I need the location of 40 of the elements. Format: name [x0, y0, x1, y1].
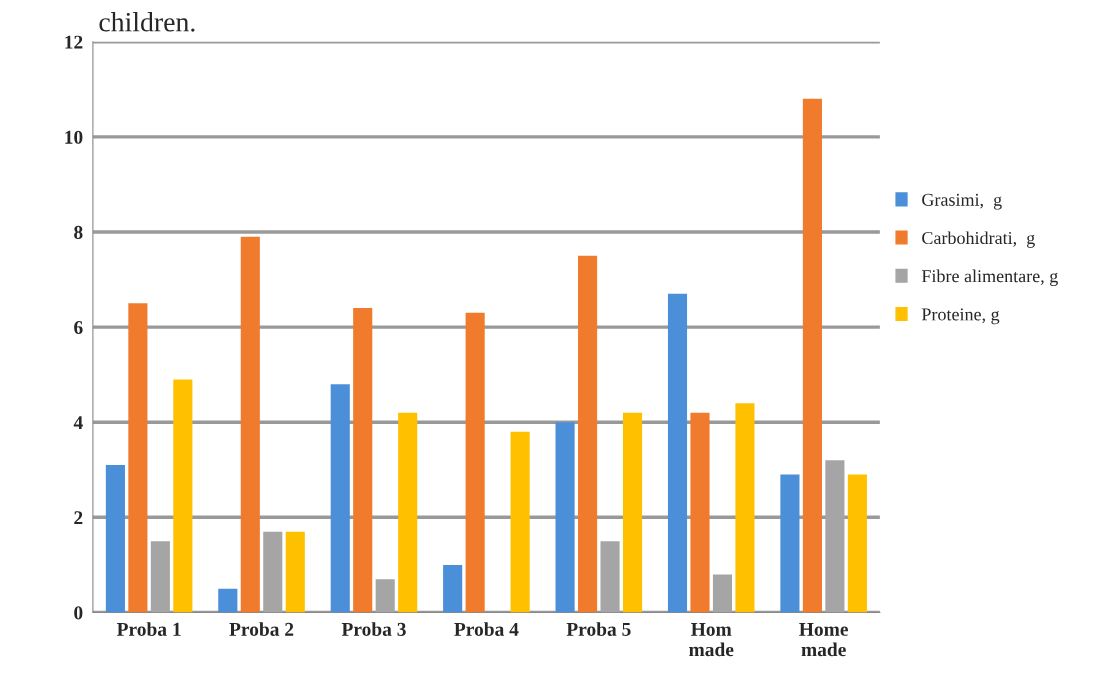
x-tick-label: Proba 1	[116, 622, 181, 636]
bar	[330, 384, 350, 613]
y-tick-label: 0	[74, 606, 83, 620]
y-tick-label: 6	[74, 320, 83, 335]
bar	[735, 403, 755, 613]
x-tick-label: Proba 4	[454, 622, 519, 636]
bar	[578, 255, 598, 613]
bar	[802, 98, 822, 613]
bar	[128, 303, 148, 613]
x-tick-label: Proba 3	[341, 622, 406, 636]
bar	[105, 465, 125, 613]
y-tick-label: 2	[74, 511, 83, 525]
bar	[218, 588, 238, 613]
bar	[240, 236, 260, 613]
bar	[667, 293, 688, 613]
y-tick-label: 4	[73, 416, 83, 429]
bar	[173, 379, 193, 613]
bar	[510, 431, 530, 613]
text: children.	[99, 12, 195, 32]
bar	[847, 474, 867, 613]
y-tick-label: 12	[65, 35, 83, 49]
bar	[690, 412, 710, 613]
bar	[398, 412, 418, 613]
bar	[443, 564, 463, 613]
y-tick-label: 8	[74, 225, 83, 239]
y-tick-label: 10	[65, 130, 83, 144]
bar	[285, 531, 305, 613]
legend-label: Proteine, g	[921, 308, 1000, 325]
x-tick-label: Proba 5	[566, 622, 631, 636]
bar	[465, 312, 485, 613]
legend-label: Carbohidrati, g	[922, 231, 1035, 248]
bar	[353, 308, 373, 613]
bar	[555, 422, 575, 613]
x-tick-label: Home made	[799, 622, 848, 657]
x-tick-label: Proba 2	[229, 622, 294, 636]
x-tick-label: Hom made	[689, 622, 734, 657]
legend-label: Fibre alimentare, g	[921, 269, 1058, 286]
bar	[622, 412, 643, 613]
bar	[780, 474, 800, 613]
legend-label: Grasimi, g	[922, 193, 1002, 210]
